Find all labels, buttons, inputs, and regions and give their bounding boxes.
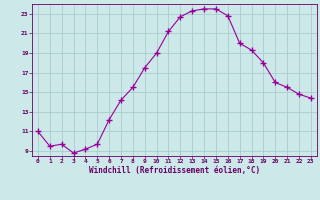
X-axis label: Windchill (Refroidissement éolien,°C): Windchill (Refroidissement éolien,°C) [89,166,260,175]
